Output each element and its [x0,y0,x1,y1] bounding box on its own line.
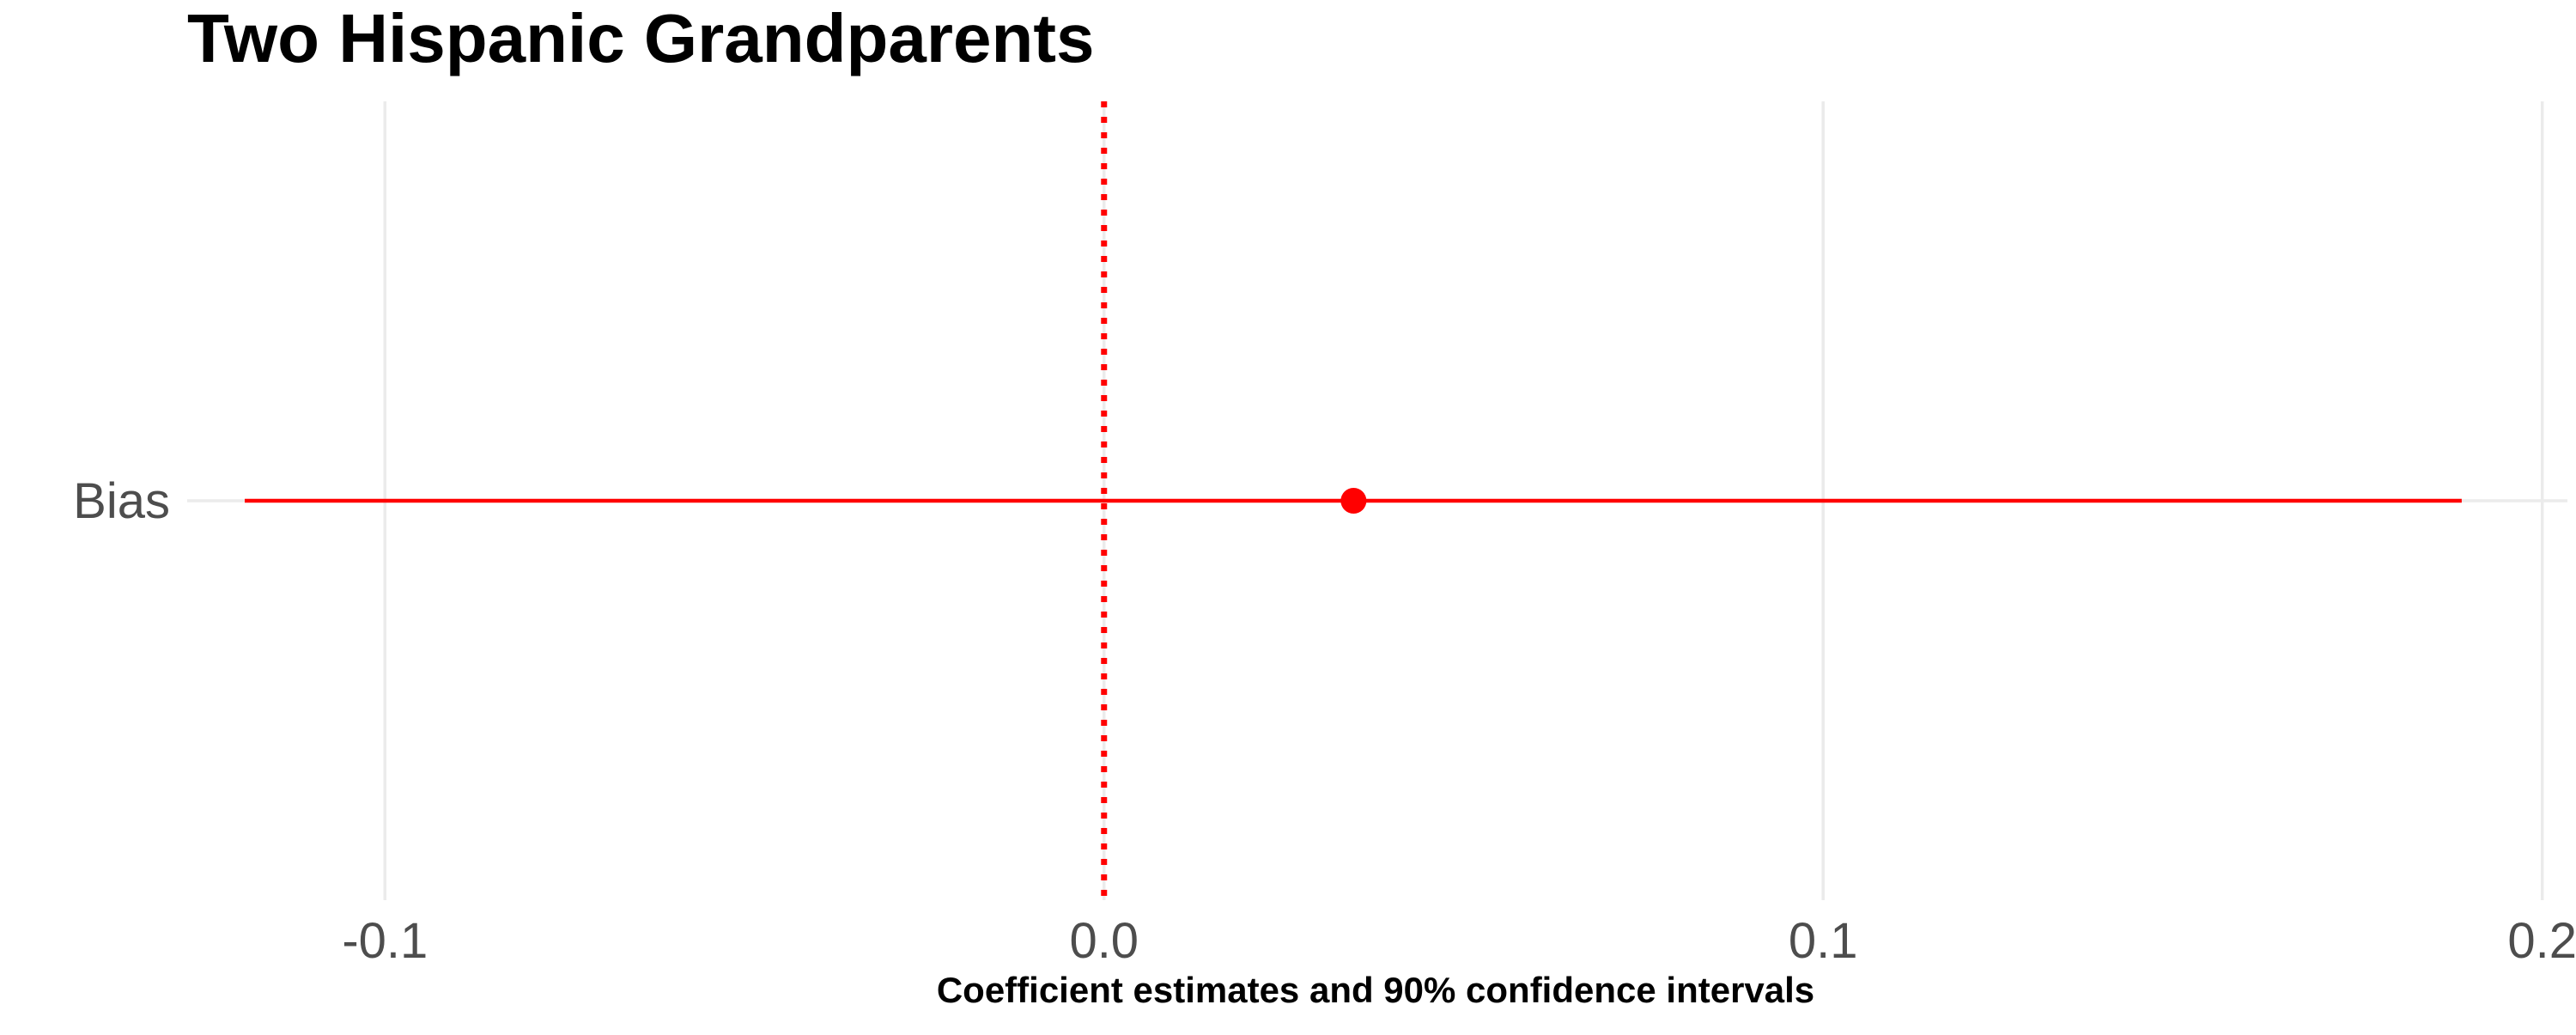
x-tick-label: 0.0 [1069,913,1139,969]
x-tick-label: -0.1 [342,913,428,969]
point-estimate [1340,488,1367,514]
x-axis-title: Coefficient estimates and 90% confidence… [937,970,1814,1010]
chart-title: Two Hispanic Grandparents [187,0,1094,76]
x-tick-label: 0.1 [1789,913,1858,969]
x-tick-label: 0.2 [2507,913,2576,969]
y-tick-label: Bias [73,473,170,529]
marks-layer [244,101,2462,900]
labels-layer: -0.1 0.0 0.1 0.2 Bias [73,473,2576,969]
